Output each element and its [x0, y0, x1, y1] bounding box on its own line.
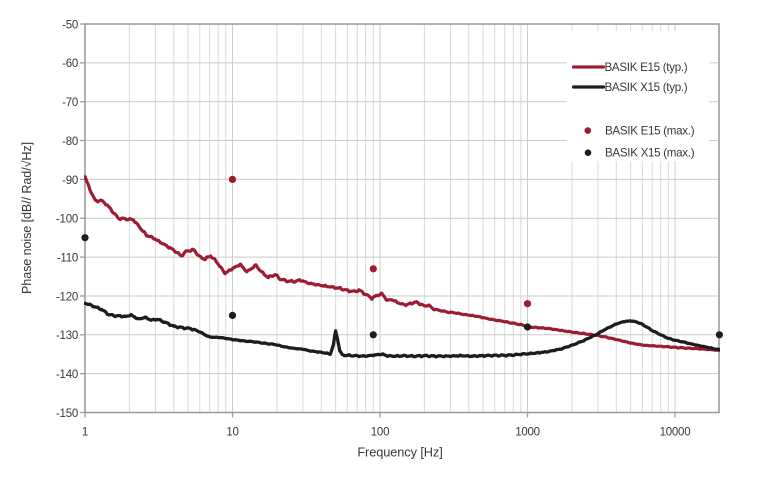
- svg-text:-60: -60: [62, 58, 78, 70]
- svg-text:-110: -110: [57, 253, 78, 265]
- svg-text:10000: 10000: [660, 427, 691, 439]
- svg-text:-70: -70: [62, 97, 78, 109]
- svg-text:100: 100: [371, 427, 389, 439]
- svg-text:BASIK E15 (typ.): BASIK E15 (typ.): [605, 61, 688, 74]
- svg-text:-50: -50: [62, 19, 78, 31]
- svg-text:10: 10: [226, 427, 238, 439]
- svg-text:Frequency [Hz]: Frequency [Hz]: [357, 445, 442, 460]
- svg-text:-120: -120: [56, 291, 78, 303]
- svg-text:Phase noise [dB// Rad/√Hz]: Phase noise [dB// Rad/√Hz]: [20, 142, 34, 294]
- svg-text:-140: -140: [56, 369, 78, 381]
- svg-text:BASIK E15 (max.): BASIK E15 (max.): [605, 124, 695, 137]
- svg-text:-90: -90: [62, 175, 78, 187]
- svg-text:-100: -100: [56, 214, 78, 226]
- svg-text:-80: -80: [62, 136, 78, 148]
- svg-text:BASIK X15 (typ.): BASIK X15 (typ.): [605, 81, 688, 94]
- svg-text:BASIK X15 (max.): BASIK X15 (max.): [605, 147, 695, 160]
- svg-text:1000: 1000: [515, 427, 540, 439]
- svg-text:-150: -150: [56, 408, 78, 420]
- svg-text:-130: -130: [56, 330, 78, 342]
- svg-text:1: 1: [82, 427, 88, 439]
